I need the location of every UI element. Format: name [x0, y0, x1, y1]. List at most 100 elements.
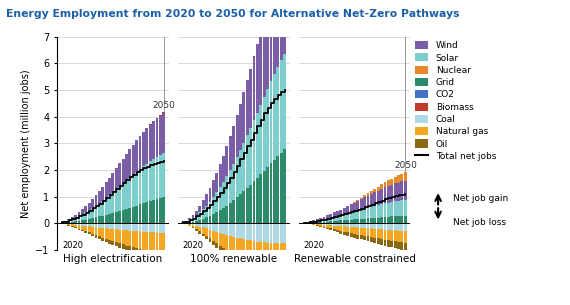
Bar	[118, 211, 121, 223]
Bar	[367, 228, 369, 236]
Bar	[401, 223, 404, 231]
Bar	[159, 233, 162, 253]
Bar	[101, 201, 104, 216]
Bar	[195, 226, 198, 229]
Bar	[78, 225, 80, 229]
Bar	[101, 223, 104, 228]
Bar	[215, 223, 218, 232]
Bar	[198, 231, 201, 234]
Bar	[139, 169, 141, 204]
Bar	[222, 156, 225, 182]
Bar	[394, 177, 397, 183]
Bar	[84, 213, 87, 220]
Bar	[156, 252, 158, 260]
Bar	[401, 174, 404, 181]
Bar	[259, 223, 262, 242]
Bar	[67, 219, 70, 221]
Bar	[91, 223, 94, 227]
Bar	[212, 197, 215, 214]
Bar	[336, 230, 339, 232]
Bar	[306, 222, 308, 223]
Bar	[88, 210, 91, 219]
Bar	[353, 223, 356, 227]
Bar	[132, 174, 135, 206]
Bar	[367, 236, 369, 241]
Bar	[349, 220, 352, 223]
Bar	[156, 199, 158, 223]
Bar	[152, 223, 155, 232]
Bar	[356, 223, 359, 228]
Bar	[98, 236, 101, 239]
Bar	[145, 223, 148, 232]
Bar	[397, 175, 400, 183]
Bar	[280, 0, 283, 60]
Bar	[74, 217, 77, 221]
Bar	[209, 223, 211, 230]
Bar	[112, 213, 115, 223]
Bar	[162, 113, 165, 153]
Bar	[78, 229, 80, 230]
Bar	[139, 204, 141, 223]
Bar	[253, 241, 255, 264]
Bar	[309, 222, 312, 223]
Bar	[132, 231, 135, 247]
Bar	[125, 154, 128, 181]
Bar	[283, 54, 286, 149]
Bar	[343, 208, 346, 214]
Bar	[159, 116, 162, 155]
Bar	[108, 223, 111, 229]
Bar	[397, 231, 400, 242]
Bar	[370, 191, 373, 194]
Bar	[397, 216, 400, 223]
Bar	[319, 226, 322, 227]
Bar	[195, 223, 198, 226]
Bar	[329, 225, 332, 228]
Bar	[263, 170, 266, 223]
Bar	[112, 241, 115, 245]
Bar	[115, 190, 118, 212]
Bar	[270, 243, 272, 267]
Bar	[263, 223, 266, 242]
Bar	[353, 202, 356, 203]
Bar	[215, 212, 218, 223]
Bar	[356, 235, 359, 239]
Bar	[390, 185, 393, 202]
Bar	[363, 223, 366, 228]
Bar	[152, 252, 155, 259]
Bar	[128, 231, 131, 246]
Bar	[202, 219, 205, 223]
Bar	[239, 223, 242, 239]
Bar	[81, 223, 84, 226]
Bar	[373, 229, 376, 238]
Bar	[74, 225, 77, 228]
Bar	[270, 0, 272, 81]
Bar	[142, 249, 145, 256]
Bar	[360, 198, 363, 199]
Bar	[333, 229, 336, 231]
Bar	[384, 223, 386, 230]
Bar	[249, 185, 252, 223]
Bar	[112, 173, 115, 193]
Bar	[384, 230, 386, 240]
Bar	[95, 223, 97, 227]
Bar	[212, 223, 215, 231]
Bar	[192, 225, 194, 228]
Bar	[404, 231, 407, 243]
Text: 2020: 2020	[62, 241, 83, 250]
Bar	[215, 243, 218, 249]
Bar	[235, 238, 238, 256]
Bar	[270, 81, 272, 163]
Bar	[256, 178, 259, 223]
Bar	[205, 217, 208, 223]
Bar	[280, 153, 283, 223]
Bar	[390, 202, 393, 217]
Bar	[242, 191, 245, 223]
Bar	[195, 221, 198, 223]
Bar	[329, 214, 332, 218]
Bar	[71, 219, 74, 222]
Bar	[135, 223, 138, 231]
Bar	[259, 174, 262, 223]
Bar	[78, 212, 80, 216]
Bar	[67, 224, 70, 225]
Bar	[125, 209, 128, 223]
